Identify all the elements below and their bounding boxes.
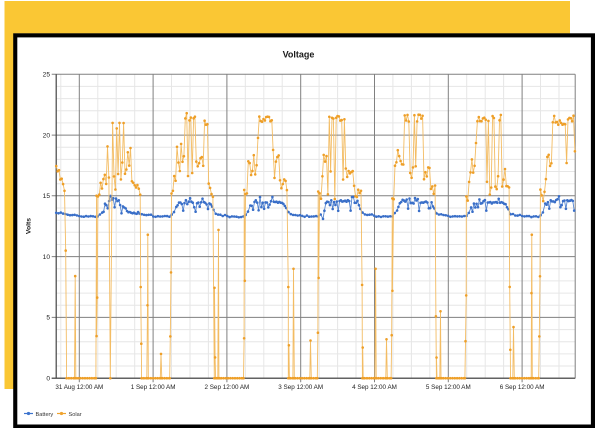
svg-text:Voltage: Voltage (283, 50, 315, 60)
svg-text:2 Sep 12:00 AM: 2 Sep 12:00 AM (204, 384, 249, 391)
svg-text:6 Sep 12:00 AM: 6 Sep 12:00 AM (500, 384, 545, 391)
svg-text:3 Sep 12:00 AM: 3 Sep 12:00 AM (278, 384, 323, 391)
svg-text:5: 5 (46, 315, 50, 322)
svg-text:5 Sep 12:00 AM: 5 Sep 12:00 AM (426, 384, 471, 391)
svg-text:Volts: Volts (26, 218, 33, 234)
svg-text:Solar: Solar (69, 412, 82, 418)
svg-text:0: 0 (46, 376, 50, 383)
svg-text:20: 20 (43, 132, 51, 139)
svg-text:25: 25 (43, 72, 51, 79)
svg-text:1 Sep 12:00 AM: 1 Sep 12:00 AM (131, 384, 176, 391)
svg-text:15: 15 (43, 193, 51, 200)
svg-text:10: 10 (43, 254, 51, 261)
svg-text:Battery: Battery (36, 412, 54, 418)
svg-text:31 Aug 12:00 AM: 31 Aug 12:00 AM (55, 384, 103, 391)
svg-text:4 Sep 12:00 AM: 4 Sep 12:00 AM (352, 384, 397, 391)
